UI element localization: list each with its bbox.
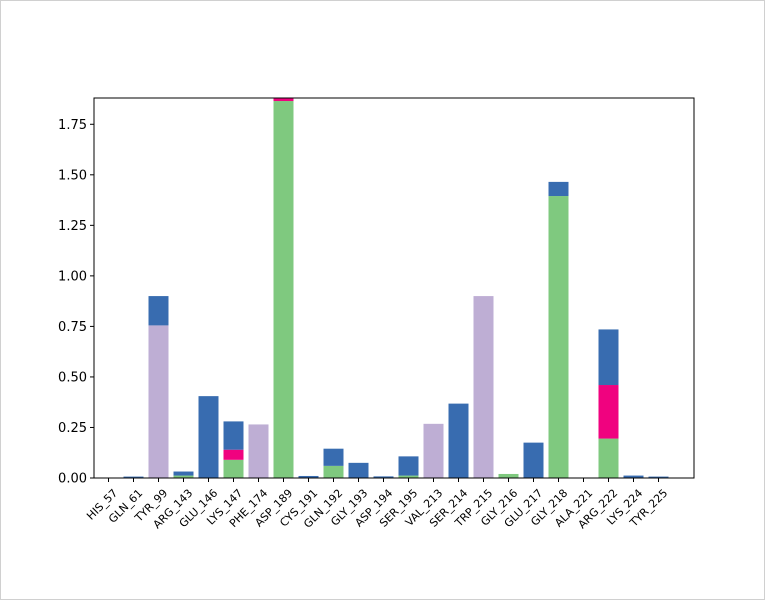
- plot-frame: [93, 97, 695, 479]
- bar-ASP_194-seg-3: [373, 476, 394, 478]
- bar-GLU_217-seg-3: [523, 442, 544, 478]
- bar-SER_195-seg-3: [398, 456, 419, 476]
- bar-GLU_146-seg-3: [198, 396, 219, 478]
- bar-ASP_189-seg-0: [273, 101, 294, 478]
- y-tick-label: 0.75: [58, 320, 87, 335]
- bar-PHE_174-seg-1: [248, 424, 269, 478]
- bar-TYR_99-seg-3: [148, 296, 169, 326]
- bar-ARG_143-seg-3: [173, 471, 194, 476]
- x-axis: HIS_57GLN_61TYR_99ARG_143GLU_146LYS_147P…: [84, 478, 670, 531]
- y-tick-label: 0.50: [58, 370, 87, 385]
- bar-LYS_224-seg-3: [623, 475, 644, 478]
- bar-GLN_192-seg-3: [323, 448, 344, 466]
- bar-ARG_222-seg-0: [598, 438, 619, 478]
- bar-GLN_61-seg-3: [123, 476, 144, 478]
- bar-TRP_215-seg-1: [473, 296, 494, 478]
- bar-GLN_192-seg-0: [323, 465, 344, 478]
- bar-SER_214-seg-3: [448, 403, 469, 478]
- y-tick-label: 0.25: [58, 421, 87, 436]
- y-axis: 0.00 0.25 0.50 0.75 1.00 1.25 1.50 1.75: [58, 118, 94, 487]
- bar-TYR_225-seg-3: [648, 476, 669, 478]
- y-tick-label: 1.25: [58, 219, 87, 234]
- y-tick-label: 1.75: [58, 118, 87, 133]
- bar-SER_195-seg-0: [398, 475, 419, 478]
- bar-VAL_213-seg-1: [423, 423, 444, 478]
- bar-GLY_218-seg-3: [548, 181, 569, 197]
- y-tick-label: 0.00: [58, 472, 87, 487]
- bar-ASP_189-seg-2: [273, 98, 294, 102]
- bar-GLY_218-seg-0: [548, 196, 569, 478]
- bar-LYS_147-seg-0: [223, 459, 244, 478]
- bar-CYS_191-seg-3: [298, 475, 319, 478]
- bars-layer: [123, 98, 669, 478]
- bar-GLY_193-seg-3: [348, 462, 369, 478]
- y-tick-label: 1.00: [58, 269, 87, 284]
- bar-ARG_222-seg-3: [598, 329, 619, 386]
- bar-ARG_143-seg-0: [173, 475, 194, 478]
- bar-LYS_147-seg-3: [223, 421, 244, 450]
- bar-GLY_216-seg-0: [498, 473, 519, 478]
- bar-LYS_147-seg-2: [223, 449, 244, 460]
- bar-ARG_222-seg-2: [598, 385, 619, 439]
- y-tick-label: 1.50: [58, 168, 87, 183]
- bar-TYR_99-seg-1: [148, 325, 169, 478]
